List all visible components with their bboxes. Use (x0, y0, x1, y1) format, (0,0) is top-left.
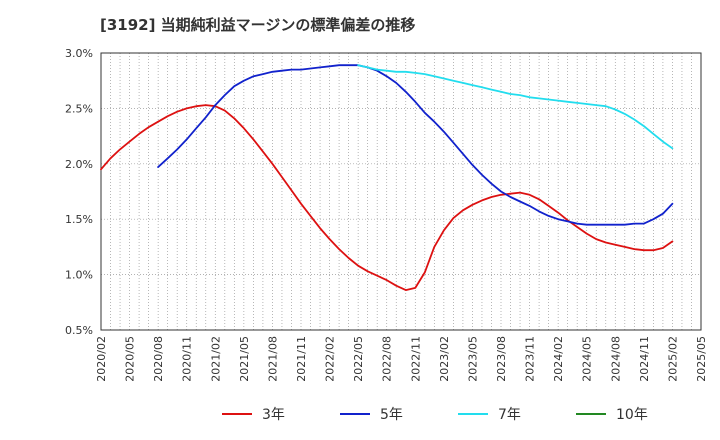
legend-label: 3年 (262, 407, 285, 423)
x-tick-label: 2022/05 (352, 336, 365, 382)
legend-label: 10年 (616, 407, 648, 423)
x-tick-label: 2021/05 (238, 336, 251, 382)
x-tick-label: 2024/08 (609, 336, 622, 382)
x-tick-label: 2020/02 (95, 336, 108, 382)
x-tick-label: 2023/02 (438, 336, 451, 382)
x-axis-ticks: 2020/02 2020/05 2020/08 2020/11 2021/02 2021/… (95, 336, 708, 382)
chart-title: [3192] 当期純利益マージンの標準偏差の推移 (100, 16, 416, 34)
x-tick-label: 2020/05 (124, 336, 137, 382)
x-tick-label: 2021/02 (209, 336, 222, 382)
y-axis-ticks: 0.5% 1.0% 1.5% 2.0% 2.5% 3.0% (65, 47, 93, 337)
legend: 3年 5年 7年 10年 (222, 407, 648, 423)
y-tick-label: 1.0% (65, 269, 93, 282)
series-line-7年 (357, 64, 674, 150)
y-tick-label: 2.0% (65, 158, 93, 171)
y-tick-label: 3.0% (65, 47, 93, 60)
x-tick-label: 2022/08 (381, 336, 394, 382)
series-lines (100, 64, 674, 292)
series-line-5年 (157, 64, 674, 226)
y-tick-label: 2.5% (65, 102, 93, 115)
x-tick-label: 2025/05 (695, 336, 708, 382)
legend-label: 7年 (498, 407, 521, 423)
x-tick-label: 2022/11 (409, 336, 422, 382)
x-tick-label: 2023/05 (466, 336, 479, 382)
legend-label: 5年 (380, 407, 403, 423)
x-tick-label: 2025/02 (666, 336, 679, 382)
x-tick-label: 2022/02 (324, 336, 337, 382)
y-tick-label: 0.5% (65, 324, 93, 337)
x-tick-label: 2023/08 (495, 336, 508, 382)
plot-area (100, 52, 702, 331)
x-tick-label: 2024/05 (581, 336, 594, 382)
x-tick-label: 2024/11 (638, 336, 651, 382)
x-tick-label: 2020/08 (152, 336, 165, 382)
x-tick-label: 2021/11 (295, 336, 308, 382)
x-tick-label: 2020/11 (181, 336, 194, 382)
y-tick-label: 1.5% (65, 213, 93, 226)
series-line-3年 (100, 104, 674, 292)
x-tick-label: 2023/11 (524, 336, 537, 382)
x-tick-label: 2021/08 (266, 336, 279, 382)
x-tick-label: 2024/02 (552, 336, 565, 382)
